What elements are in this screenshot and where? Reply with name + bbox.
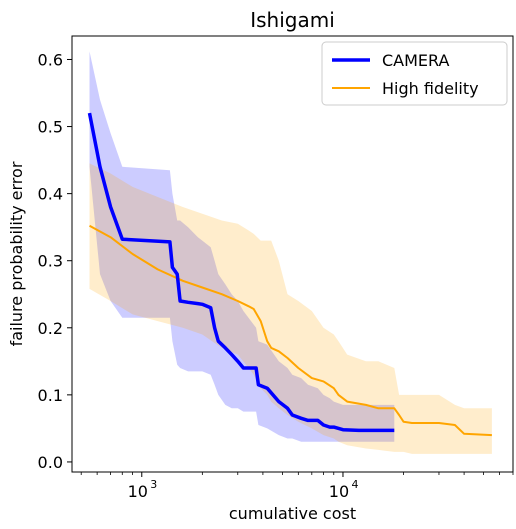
plot-frame — [71, 35, 514, 473]
y-axis-label: failure probability error — [7, 161, 26, 346]
x-tick-exponent: 4 — [351, 478, 358, 491]
y-tick-label: 0.0 — [38, 453, 63, 472]
x-tick-exponent: 3 — [150, 478, 157, 491]
y-tick-label: 0.6 — [38, 50, 63, 69]
band-high-fidelity — [89, 163, 492, 454]
series-lines — [87, 112, 492, 437]
legend: CAMERA High fidelity — [321, 41, 508, 106]
y-axis-ticks: 0.0 0.1 0.2 0.3 0.4 0.5 0.6 — [38, 50, 72, 472]
y-tick-label: 0.1 — [38, 386, 63, 405]
chart-title: Ishigami — [250, 8, 335, 32]
line-high-fidelity — [89, 224, 492, 437]
legend-box — [321, 41, 508, 106]
x-axis-ticks: 10 3 10 4 — [80, 472, 514, 501]
legend-label-high-fidelity: High fidelity — [382, 79, 479, 98]
y-tick-label: 0.5 — [38, 118, 63, 137]
x-axis-label: cumulative cost — [229, 504, 356, 523]
y-tick-label: 0.3 — [38, 252, 63, 271]
x-tick-label: 10 — [128, 482, 148, 501]
y-tick-label: 0.4 — [38, 185, 63, 204]
line-camera — [87, 112, 395, 433]
y-tick-label: 0.2 — [38, 319, 63, 338]
legend-label-camera: CAMERA — [382, 51, 450, 70]
x-tick-label: 10 — [329, 482, 349, 501]
confidence-bands — [89, 51, 492, 454]
